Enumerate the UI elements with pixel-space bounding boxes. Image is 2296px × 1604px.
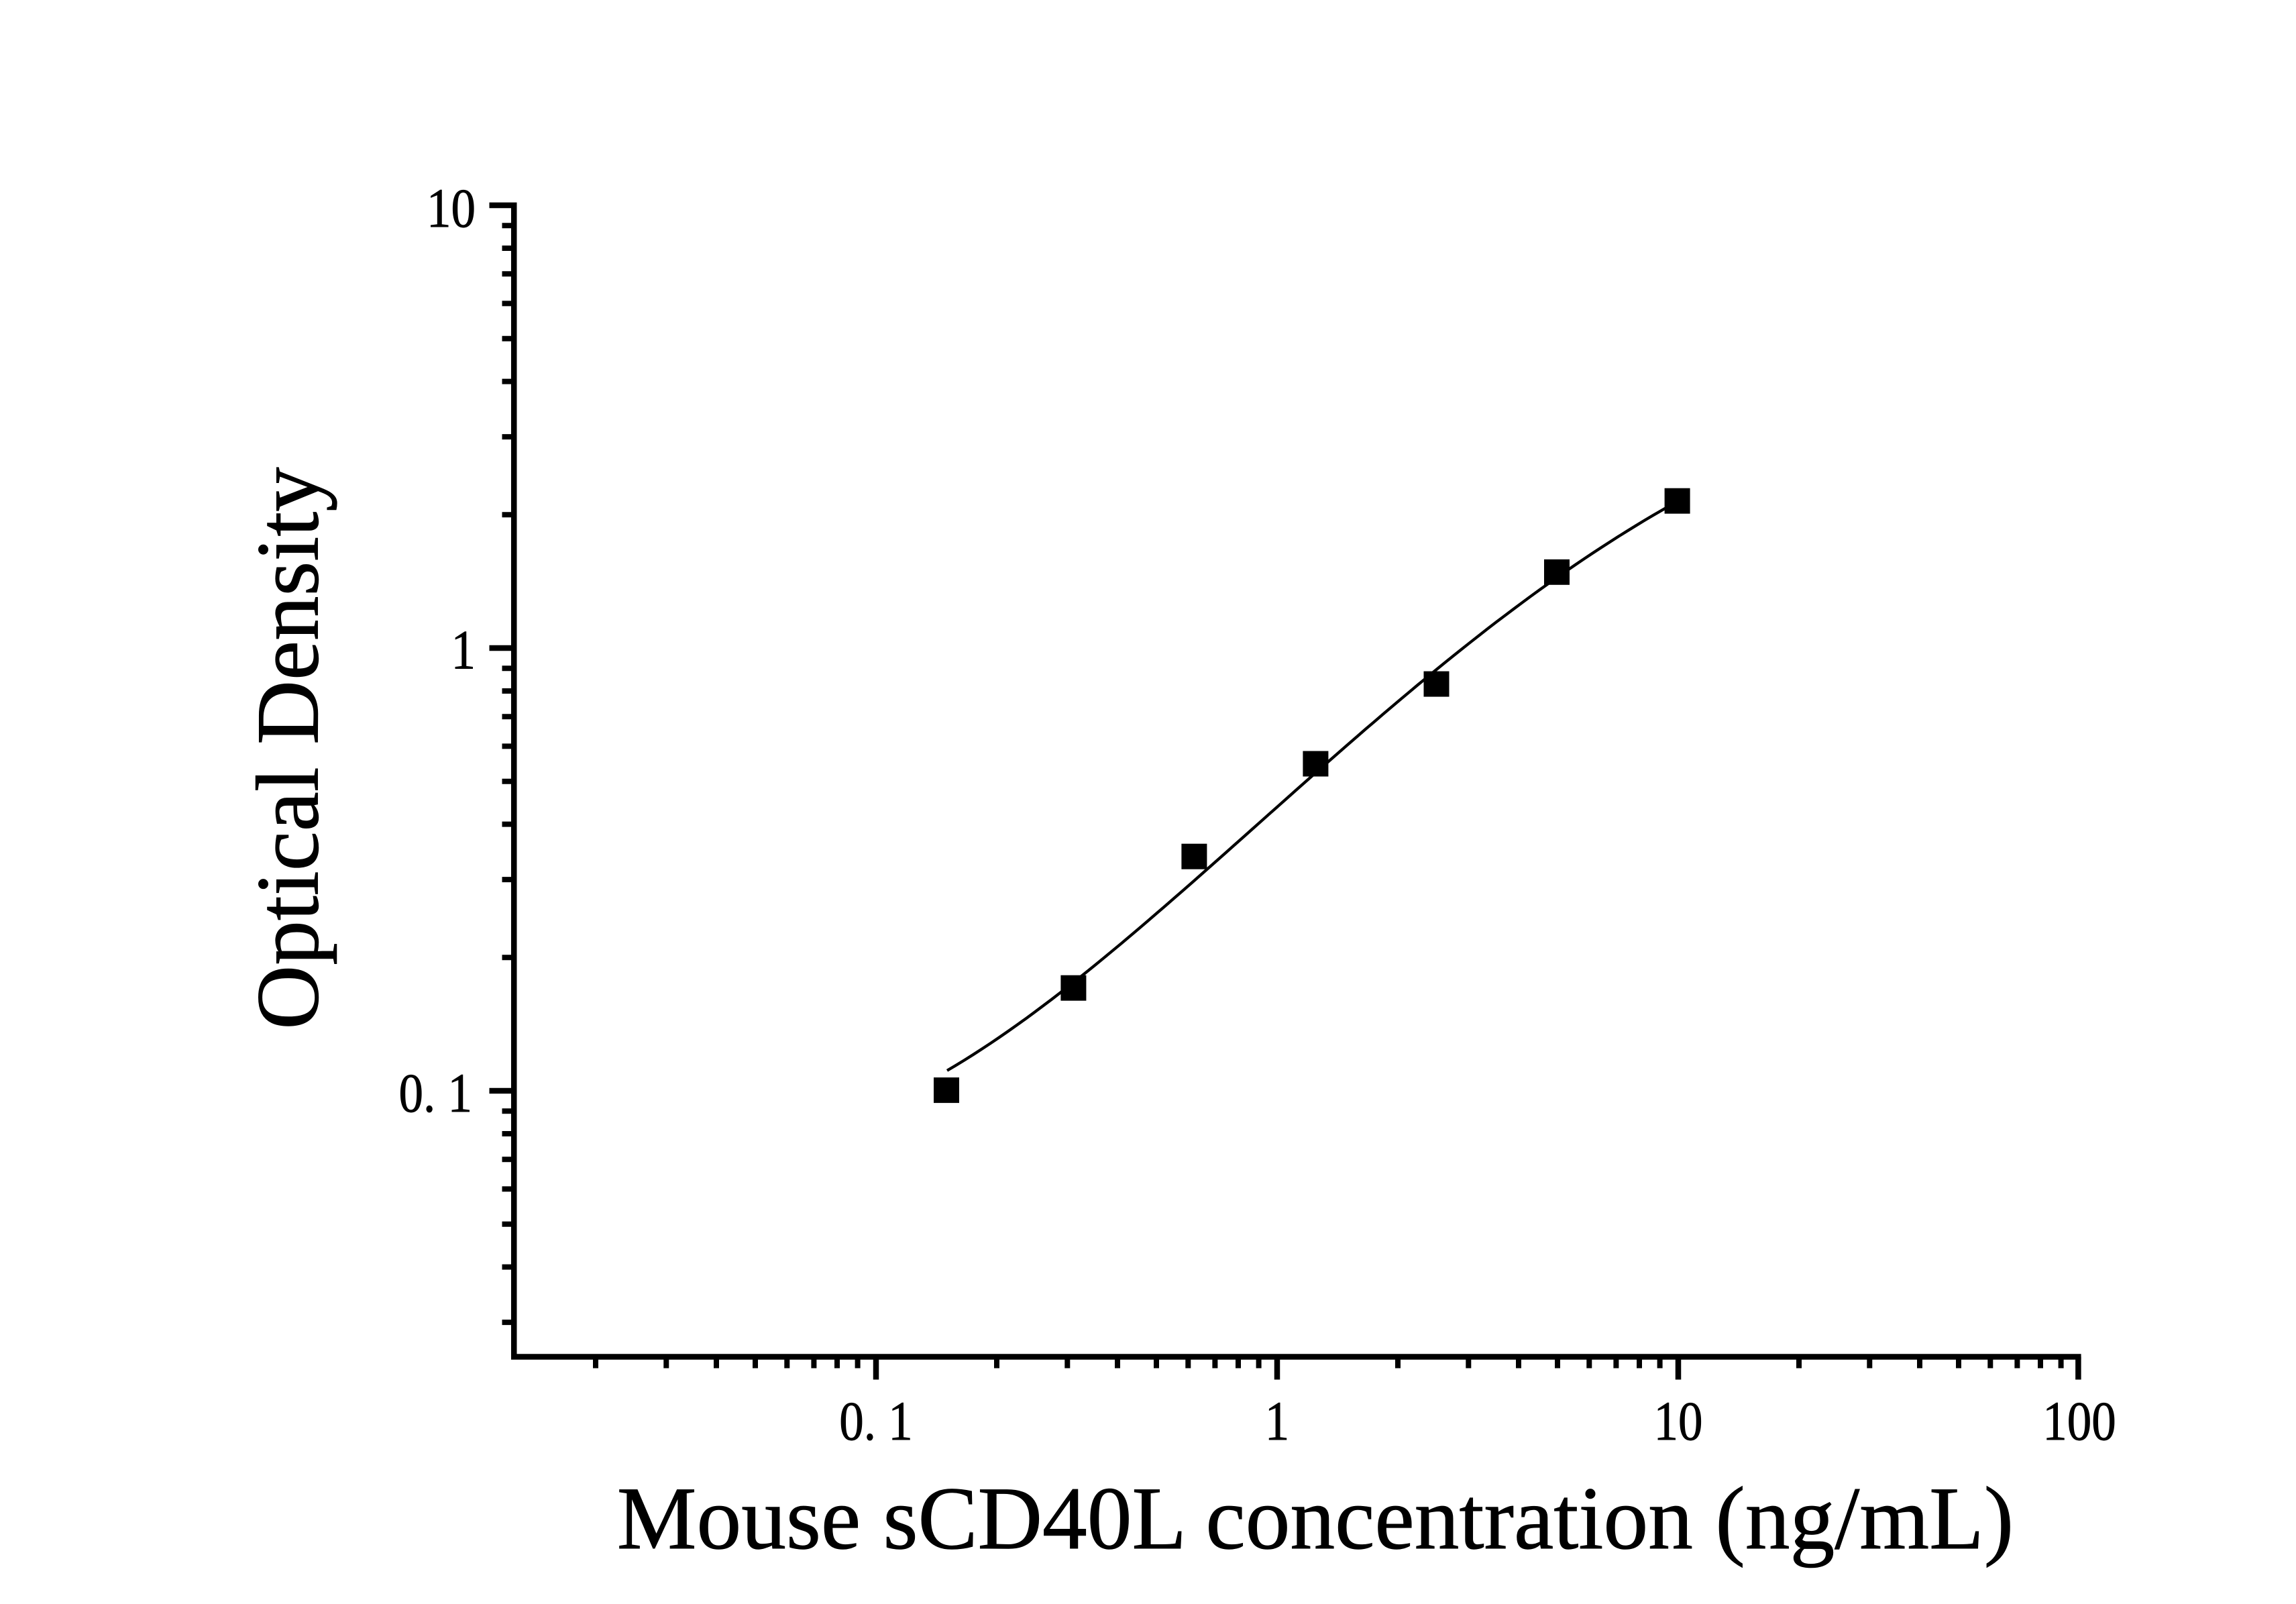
svg-text:1: 1 [451,619,476,680]
svg-text:0. 1: 0. 1 [398,1062,472,1124]
svg-text:10: 10 [427,177,476,239]
svg-text:0. 1: 0. 1 [839,1390,913,1452]
svg-text:10: 10 [1653,1390,1702,1452]
svg-text:100: 100 [2042,1390,2116,1452]
svg-text:Mouse sCD40L concentration (ng: Mouse sCD40L concentration (ng/mL) [617,1468,2014,1568]
svg-text:1: 1 [1265,1390,1290,1452]
svg-text:Optical Density: Optical Density [238,467,337,1029]
